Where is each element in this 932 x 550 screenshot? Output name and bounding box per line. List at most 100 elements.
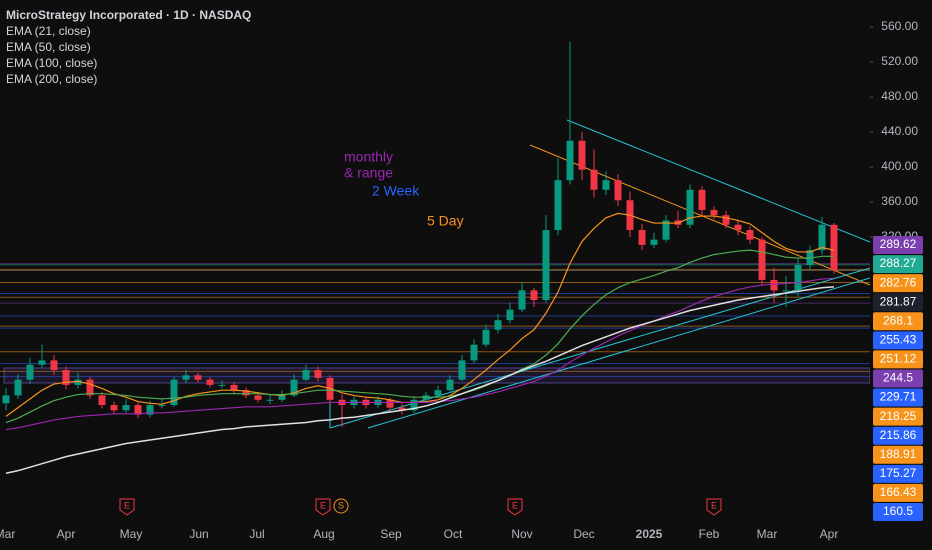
candle-body	[110, 405, 118, 411]
x-tick-label: Sep	[380, 527, 402, 541]
candle-body	[590, 169, 598, 190]
x-tick-label: 2025	[636, 527, 663, 541]
x-tick-label: Jul	[249, 527, 264, 541]
candle-body	[278, 395, 286, 400]
candle-body	[758, 239, 766, 280]
x-tick-label: Mar	[757, 527, 778, 541]
candle-body	[398, 407, 406, 411]
candle-body	[614, 180, 622, 201]
candle-body	[446, 379, 454, 391]
candle-body	[314, 370, 322, 378]
price-tag	[873, 312, 923, 331]
ema-line	[5, 286, 835, 475]
price-tag-label: 215.86	[880, 428, 917, 442]
price-tag	[873, 369, 923, 388]
event-icon	[706, 498, 722, 516]
candle-body	[242, 390, 250, 396]
candle-body	[254, 395, 262, 400]
candle-body	[170, 379, 178, 406]
candle-body	[266, 399, 274, 401]
price-tag	[873, 445, 923, 464]
price-tag	[873, 350, 923, 369]
y-tick-label: 360.00	[881, 194, 918, 208]
candle-body	[554, 180, 562, 231]
event-label: S	[338, 500, 344, 510]
candle-body	[530, 290, 538, 301]
candle-body	[782, 290, 790, 292]
annotation: 5 Day	[427, 213, 464, 229]
x-tick-label: Jun	[189, 527, 208, 541]
candle-body	[2, 395, 10, 404]
candle-body	[290, 379, 298, 396]
price-tag-label: 282.76	[880, 275, 917, 289]
candle-body	[734, 224, 742, 231]
annotation: & range	[344, 165, 393, 181]
candle-body	[542, 230, 550, 301]
price-tag	[873, 407, 923, 426]
candle-body	[230, 384, 238, 391]
price-tag	[873, 464, 923, 483]
x-tick-label: Aug	[313, 527, 334, 541]
x-tick-label: May	[120, 527, 143, 541]
range-box	[3, 367, 870, 384]
y-tick-label: 480.00	[881, 89, 918, 103]
price-tag-label: 175.27	[880, 466, 917, 480]
legend-entry: EMA (50, close)	[6, 40, 91, 54]
price-tag	[873, 255, 923, 274]
candle-body	[146, 405, 154, 415]
price-tag-label: 244.5	[883, 371, 913, 385]
price-tag	[873, 426, 923, 445]
candle-body	[134, 405, 142, 415]
candle-body	[14, 379, 22, 396]
drawings	[3, 119, 870, 429]
trend-line	[367, 277, 870, 429]
candle-body	[602, 180, 610, 190]
candle-body	[74, 379, 82, 385]
candle-body	[158, 405, 166, 407]
candle-body	[818, 224, 826, 251]
price-tag-label: 288.27	[880, 256, 917, 270]
time-axis	[0, 525, 932, 550]
candle-body	[746, 230, 754, 240]
x-tick-label: Nov	[511, 527, 532, 541]
candle-body	[722, 215, 730, 225]
candle-body	[494, 320, 502, 330]
candle-body	[650, 239, 658, 245]
ema-line	[5, 212, 835, 417]
x-tick-label: Feb	[699, 527, 720, 541]
event-icon	[119, 498, 135, 516]
price-tag	[873, 331, 923, 350]
x-tick-label: Mar	[0, 527, 15, 541]
legend-entry: EMA (21, close)	[6, 24, 91, 38]
candle-body	[434, 390, 442, 396]
legend-entry: EMA (200, close)	[6, 72, 97, 86]
y-tick-label: 520.00	[881, 54, 918, 68]
y-tick-label: 400.00	[881, 159, 918, 173]
candle-body	[794, 265, 802, 291]
event-label: E	[320, 500, 326, 510]
candle-body	[470, 344, 478, 361]
event-icon	[315, 498, 331, 516]
x-tick-label: Apr	[57, 527, 76, 541]
price-tag	[873, 236, 923, 254]
price-tag-label: 281.87	[880, 294, 917, 308]
price-tag	[873, 293, 923, 312]
event-icon	[507, 498, 523, 516]
candle-body	[206, 379, 214, 385]
candle-body	[26, 364, 34, 380]
candle-body	[578, 140, 586, 170]
price-tag-label: 289.62	[880, 237, 917, 251]
candle-body	[194, 375, 202, 380]
candle-body	[458, 360, 466, 380]
candle-body	[122, 405, 130, 411]
candle-body	[386, 399, 394, 408]
price-tag-label: 166.43	[880, 485, 917, 499]
annotation: monthly	[344, 149, 393, 165]
event-label: E	[124, 500, 130, 510]
candle-body	[218, 384, 226, 386]
price-tag	[873, 502, 923, 521]
price-tag-label: 218.25	[880, 409, 917, 423]
candle-body	[62, 370, 70, 385]
